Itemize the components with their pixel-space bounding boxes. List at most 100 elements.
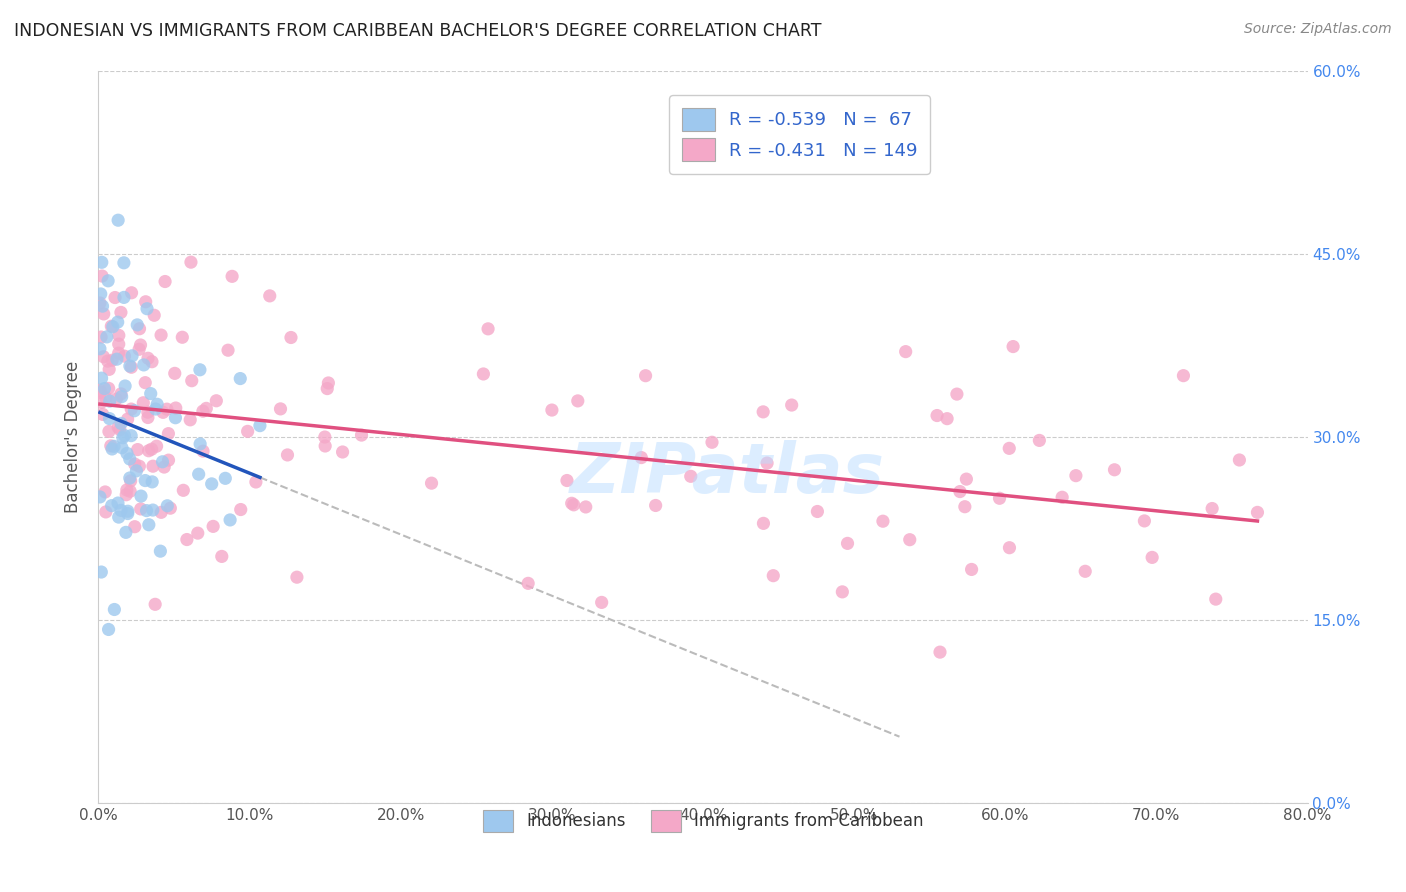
- Point: [110, 305, 132, 319]
- Point: [132, 358, 155, 372]
- Point: [135, 503, 157, 517]
- Point: [176, 533, 198, 547]
- Point: [118, 452, 141, 467]
- Point: [91, 299, 114, 313]
- Point: [117, 412, 139, 426]
- Point: [477, 322, 499, 336]
- Point: [153, 275, 176, 289]
- Point: [153, 460, 176, 475]
- Point: [107, 420, 129, 434]
- Point: [139, 386, 162, 401]
- Point: [115, 488, 138, 502]
- Point: [145, 402, 167, 417]
- Point: [110, 503, 132, 517]
- Point: [567, 393, 589, 408]
- Point: [280, 330, 302, 344]
- Point: [898, 533, 921, 547]
- Point: [91, 268, 114, 283]
- Point: [98, 394, 121, 409]
- Point: [114, 349, 136, 363]
- Point: [89, 342, 111, 356]
- Point: [187, 467, 209, 482]
- Point: [93, 382, 115, 396]
- Point: [202, 519, 225, 533]
- Point: [89, 490, 111, 504]
- Point: [195, 401, 218, 416]
- Point: [188, 437, 211, 451]
- Point: [806, 504, 828, 518]
- Point: [517, 576, 540, 591]
- Point: [128, 459, 150, 474]
- Point: [245, 475, 267, 489]
- Point: [121, 349, 143, 363]
- Point: [752, 405, 775, 419]
- Point: [1050, 490, 1073, 504]
- Point: [100, 499, 122, 513]
- Point: [211, 549, 233, 564]
- Point: [1201, 501, 1223, 516]
- Point: [936, 411, 959, 425]
- Point: [630, 450, 652, 465]
- Point: [575, 500, 598, 514]
- Point: [138, 517, 160, 532]
- Point: [120, 402, 142, 417]
- Point: [124, 519, 146, 533]
- Point: [141, 355, 163, 369]
- Point: [314, 439, 336, 453]
- Point: [205, 393, 228, 408]
- Point: [107, 337, 129, 351]
- Point: [108, 328, 131, 343]
- Point: [217, 343, 239, 358]
- Point: [229, 502, 252, 516]
- Point: [129, 502, 152, 516]
- Point: [138, 443, 160, 458]
- Point: [555, 474, 578, 488]
- Point: [141, 442, 163, 457]
- Point: [150, 328, 173, 343]
- Point: [97, 381, 120, 395]
- Point: [120, 360, 142, 375]
- Point: [157, 453, 180, 467]
- Point: [117, 504, 139, 518]
- Point: [115, 483, 138, 497]
- Point: [998, 541, 1021, 555]
- Point: [988, 491, 1011, 506]
- Point: [90, 565, 112, 579]
- Point: [91, 408, 114, 422]
- Point: [110, 387, 132, 401]
- Point: [132, 396, 155, 410]
- Point: [172, 330, 194, 344]
- Point: [143, 308, 166, 322]
- Point: [953, 500, 976, 514]
- Point: [191, 404, 214, 418]
- Text: INDONESIAN VS IMMIGRANTS FROM CARIBBEAN BACHELOR'S DEGREE CORRELATION CHART: INDONESIAN VS IMMIGRANTS FROM CARIBBEAN …: [14, 22, 821, 40]
- Point: [1173, 368, 1195, 383]
- Point: [107, 346, 129, 360]
- Point: [837, 536, 859, 550]
- Point: [90, 330, 112, 344]
- Point: [634, 368, 657, 383]
- Point: [111, 431, 134, 445]
- Point: [98, 362, 121, 376]
- Point: [143, 597, 166, 611]
- Point: [136, 351, 159, 366]
- Point: [998, 442, 1021, 456]
- Point: [152, 455, 174, 469]
- Point: [259, 289, 281, 303]
- Point: [90, 255, 112, 269]
- Point: [1064, 468, 1087, 483]
- Point: [644, 499, 666, 513]
- Point: [101, 319, 124, 334]
- Point: [146, 397, 169, 411]
- Point: [129, 338, 152, 352]
- Point: [107, 510, 129, 524]
- Point: [152, 405, 174, 419]
- Point: [117, 507, 139, 521]
- Point: [1205, 592, 1227, 607]
- Point: [591, 595, 613, 609]
- Point: [134, 474, 156, 488]
- Point: [1104, 463, 1126, 477]
- Point: [1140, 550, 1163, 565]
- Point: [157, 426, 180, 441]
- Point: [142, 459, 165, 474]
